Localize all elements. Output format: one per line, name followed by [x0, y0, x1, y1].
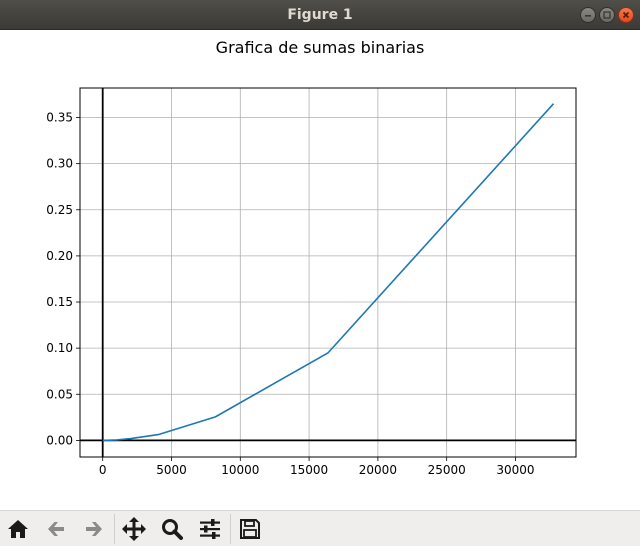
- minimize-icon: [585, 15, 591, 17]
- sliders-icon: [200, 519, 220, 539]
- grid-lines: [80, 88, 576, 457]
- toolbar-separator: [230, 514, 231, 544]
- window-title: Figure 1: [287, 7, 353, 23]
- pan-move-icon: [122, 517, 146, 541]
- y-tick-label: 0.10: [46, 341, 73, 355]
- reference-lines: [80, 88, 576, 457]
- axes-frame: [79, 87, 577, 458]
- y-tick-label: 0.25: [46, 203, 73, 217]
- zoom-magnifier-icon: [162, 519, 183, 540]
- zoom-button[interactable]: [158, 515, 186, 543]
- forward-button[interactable]: [80, 515, 108, 543]
- x-tick-label: 15000: [290, 463, 328, 477]
- close-icon: [622, 11, 630, 19]
- x-tick-label: 5000: [156, 463, 187, 477]
- x-tick-label: 25000: [428, 463, 466, 477]
- x-axis: 0 5000 10000 15000 20000 25000 30000: [99, 457, 535, 477]
- series-layer: [101, 103, 555, 442]
- configure-subplots-button[interactable]: [196, 515, 224, 543]
- save-button[interactable]: [236, 515, 264, 543]
- pan-button[interactable]: [120, 515, 148, 543]
- y-axis: 0.00 0.05 0.10 0.15 0.20 0.25 0.30 0.35: [46, 111, 80, 447]
- x-tick-label: 20000: [359, 463, 397, 477]
- back-button[interactable]: [42, 515, 70, 543]
- back-arrow-icon: [48, 522, 64, 536]
- home-icon: [8, 520, 28, 538]
- series-line-0: [101, 103, 555, 442]
- maximize-button[interactable]: [599, 7, 615, 23]
- chart-title: Grafica de sumas binarias: [216, 38, 425, 57]
- forward-arrow-icon: [86, 522, 102, 536]
- line-chart: Grafica de sumas binarias 0 5000 10000 1500…: [46, 38, 577, 477]
- navigation-toolbar: [0, 510, 640, 546]
- window-controls: [580, 7, 634, 23]
- y-tick-label: 0.05: [46, 387, 73, 401]
- y-tick-label: 0.15: [46, 295, 73, 309]
- y-tick-label: 0.20: [46, 249, 73, 263]
- toolbar-separator: [114, 514, 115, 544]
- x-tick-label: 30000: [496, 463, 534, 477]
- window-titlebar: Figure 1: [0, 0, 640, 30]
- home-button[interactable]: [4, 515, 32, 543]
- y-tick-label: 0.35: [46, 111, 73, 125]
- figure-canvas[interactable]: Grafica de sumas binarias 0 5000 10000 1500…: [0, 30, 640, 510]
- floppy-disk-icon: [240, 519, 260, 539]
- x-tick-label: 0: [99, 463, 107, 477]
- maximize-icon: [603, 11, 611, 19]
- y-tick-label: 0.00: [46, 433, 73, 447]
- x-tick-label: 10000: [221, 463, 259, 477]
- y-tick-label: 0.30: [46, 157, 73, 171]
- minimize-button[interactable]: [580, 7, 596, 23]
- close-button[interactable]: [618, 7, 634, 23]
